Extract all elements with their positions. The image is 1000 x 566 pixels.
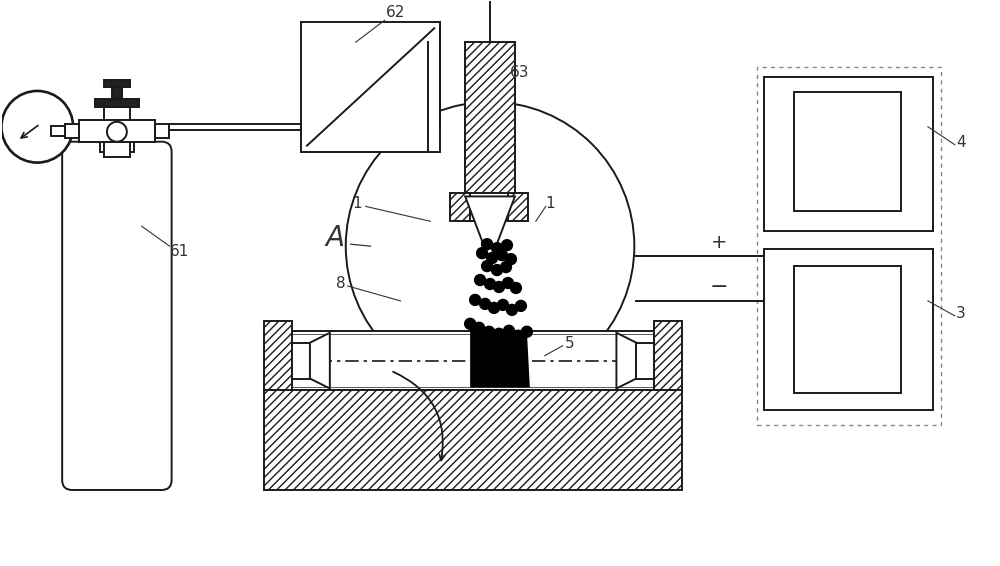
Circle shape bbox=[489, 302, 500, 314]
Circle shape bbox=[482, 239, 493, 250]
Circle shape bbox=[107, 122, 127, 142]
Text: A: A bbox=[326, 224, 345, 252]
Bar bbox=[465, 42, 515, 196]
Circle shape bbox=[510, 282, 521, 293]
Bar bbox=[636, 342, 654, 379]
Circle shape bbox=[498, 299, 508, 310]
Bar bbox=[112, 87, 122, 99]
Bar bbox=[764, 77, 933, 231]
Text: 3: 3 bbox=[956, 306, 966, 321]
Bar bbox=[286, 331, 659, 391]
Bar bbox=[65, 124, 79, 138]
Text: 8: 8 bbox=[336, 276, 345, 291]
Bar bbox=[100, 130, 134, 152]
Circle shape bbox=[506, 305, 517, 315]
Text: 63: 63 bbox=[510, 65, 529, 80]
Text: 5: 5 bbox=[565, 336, 574, 351]
Bar bbox=[794, 92, 901, 211]
Text: 1: 1 bbox=[546, 196, 555, 211]
Bar bbox=[104, 80, 130, 87]
Bar bbox=[264, 321, 292, 391]
Circle shape bbox=[474, 322, 485, 333]
Circle shape bbox=[346, 102, 634, 391]
Polygon shape bbox=[310, 333, 330, 388]
Text: 61: 61 bbox=[170, 244, 189, 259]
Circle shape bbox=[475, 275, 486, 285]
Circle shape bbox=[521, 326, 532, 337]
Bar bbox=[764, 249, 933, 410]
Circle shape bbox=[494, 328, 504, 339]
Bar bbox=[289, 334, 656, 388]
Circle shape bbox=[465, 318, 476, 329]
Circle shape bbox=[480, 298, 491, 310]
Text: 4: 4 bbox=[956, 135, 965, 149]
Circle shape bbox=[502, 277, 513, 289]
Circle shape bbox=[505, 254, 516, 264]
Circle shape bbox=[500, 261, 511, 273]
Bar bbox=[79, 120, 155, 142]
Circle shape bbox=[1, 91, 73, 162]
Bar bbox=[95, 99, 139, 107]
Polygon shape bbox=[470, 324, 530, 388]
Bar bbox=[757, 67, 941, 425]
Bar bbox=[104, 107, 130, 157]
Bar bbox=[51, 126, 65, 136]
Circle shape bbox=[503, 325, 514, 336]
Circle shape bbox=[494, 281, 504, 293]
Bar bbox=[654, 321, 682, 391]
Circle shape bbox=[512, 331, 523, 341]
Text: +: + bbox=[711, 233, 727, 252]
Bar bbox=[292, 342, 310, 379]
Bar bbox=[264, 391, 682, 490]
Bar bbox=[794, 266, 901, 393]
Circle shape bbox=[485, 278, 496, 289]
Polygon shape bbox=[616, 333, 636, 388]
Circle shape bbox=[501, 240, 512, 251]
Text: 62: 62 bbox=[386, 5, 405, 20]
Circle shape bbox=[487, 252, 498, 264]
Circle shape bbox=[477, 248, 488, 259]
Bar bbox=[470, 194, 508, 221]
Circle shape bbox=[497, 250, 507, 260]
Text: 1: 1 bbox=[353, 196, 362, 211]
Bar bbox=[450, 194, 470, 221]
Polygon shape bbox=[465, 196, 515, 246]
Text: −: − bbox=[710, 277, 728, 297]
Circle shape bbox=[515, 301, 526, 311]
Bar bbox=[155, 124, 169, 138]
Circle shape bbox=[470, 294, 481, 306]
Bar bbox=[301, 22, 440, 152]
Circle shape bbox=[484, 326, 495, 337]
Circle shape bbox=[492, 264, 502, 276]
FancyBboxPatch shape bbox=[62, 142, 172, 490]
Circle shape bbox=[492, 243, 502, 254]
Bar bbox=[508, 194, 528, 221]
Circle shape bbox=[482, 260, 493, 272]
